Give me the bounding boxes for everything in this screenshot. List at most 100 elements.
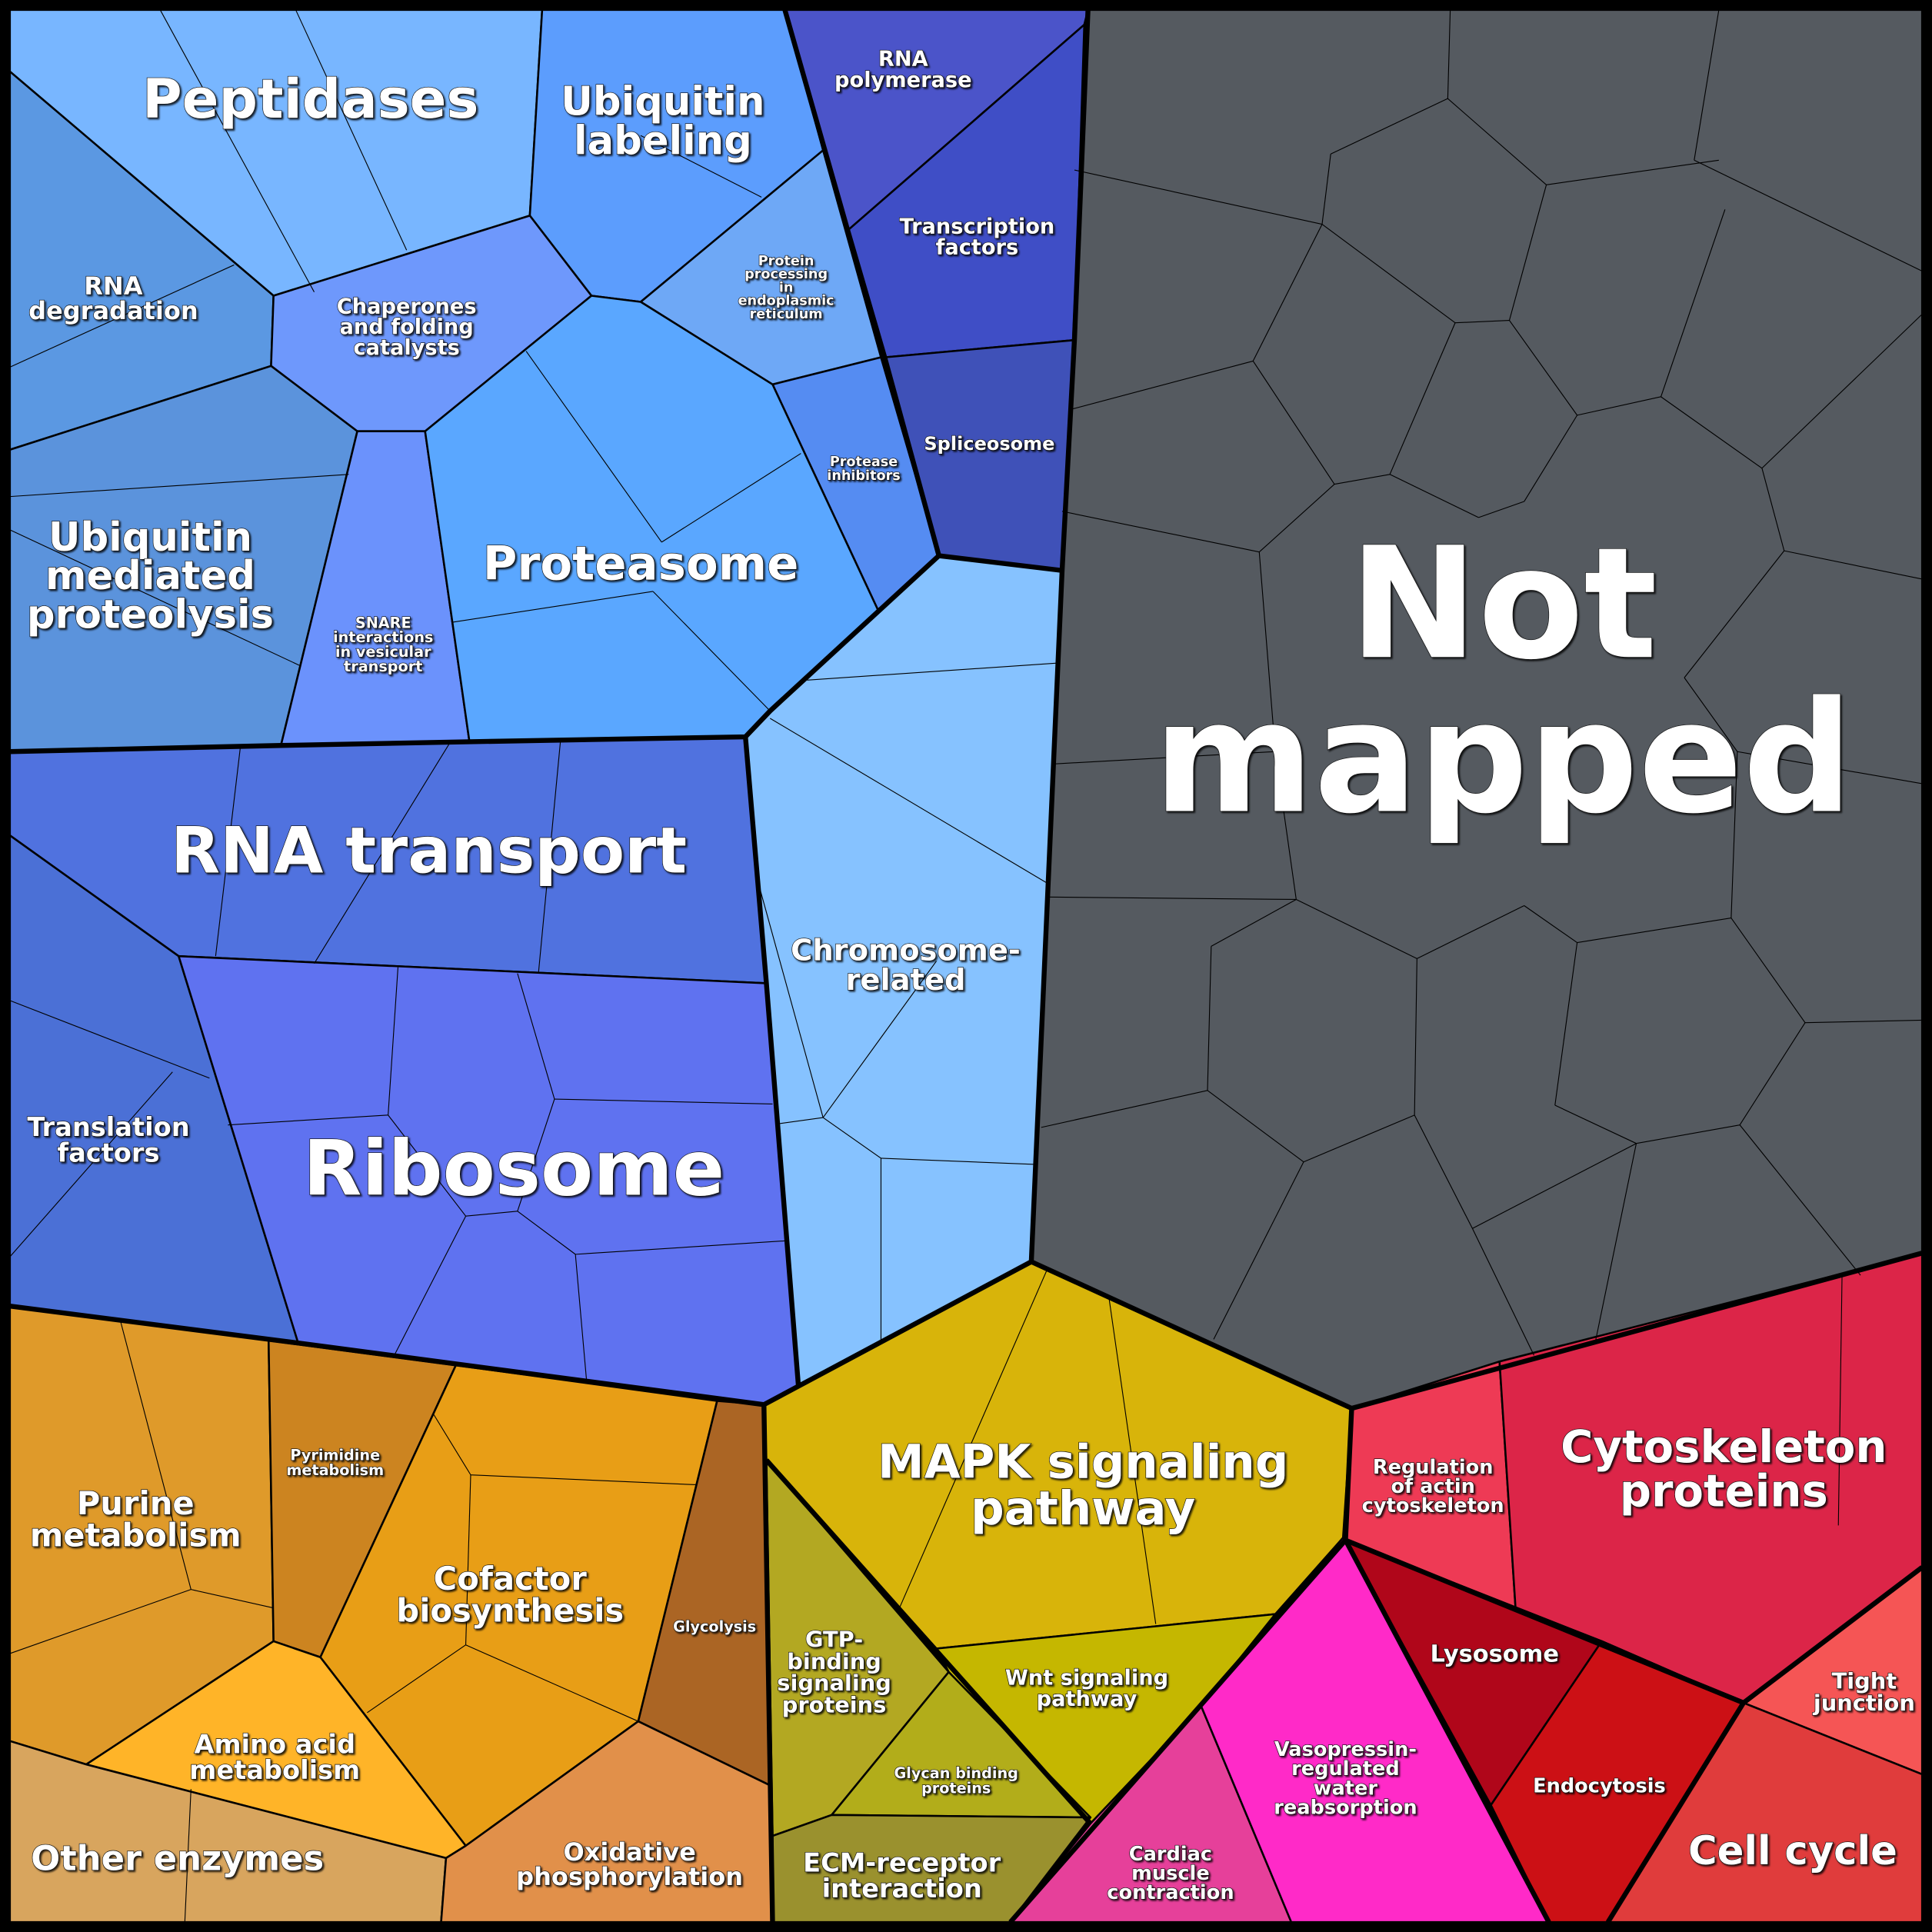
- subcell-edge: [538, 739, 561, 974]
- subcell-edge: [1108, 1297, 1157, 1624]
- label-line: RNA transport: [171, 814, 687, 888]
- label-line: Cardiac: [1129, 1843, 1212, 1866]
- subcell-edge: [554, 1098, 773, 1104]
- label-line: Peptidases: [142, 68, 478, 131]
- label-line: binding: [787, 1648, 881, 1674]
- subcell-edge: [451, 591, 654, 623]
- label-line: reticulum: [750, 307, 823, 322]
- subcell-edge: [1478, 501, 1524, 518]
- group-boundary: [9, 1303, 775, 1923]
- label-cofactor-biosynthesis: Cofactor biosynthesis: [396, 1560, 624, 1630]
- subcell-edge: [1252, 361, 1335, 485]
- subcell-edge: [295, 9, 408, 251]
- subcell-edge: [1061, 511, 1260, 553]
- label-line: related: [845, 963, 965, 998]
- subcell-edge: [1684, 550, 1785, 678]
- subcell-edge: [314, 742, 451, 964]
- label-line: of actin: [1391, 1475, 1474, 1498]
- label-line: pathway: [971, 1481, 1195, 1536]
- label-glycan-binding: Glycan binding proteins: [894, 1764, 1018, 1797]
- label-line: interaction: [822, 1874, 982, 1904]
- label-line: reabsorption: [1274, 1796, 1417, 1819]
- label-transcription-factors: Transcription factors: [900, 215, 1055, 260]
- subcell-edge: [1577, 396, 1661, 416]
- subcell-edge: [1730, 918, 1806, 1024]
- label-line: regulated: [1291, 1757, 1400, 1780]
- subcell-edge: [1804, 1019, 1923, 1024]
- subcell-edge: [394, 1215, 467, 1356]
- label-line: Ubiquitin: [561, 78, 764, 125]
- label-line: Glycolysis: [673, 1617, 756, 1635]
- subdivision-lines: [9, 9, 1923, 1923]
- subcell-edge: [1636, 1124, 1740, 1144]
- label-rna-polymerase: RNA polymerase: [834, 48, 972, 92]
- subcell-edge: [1053, 751, 1276, 764]
- subcell-edge: [1252, 224, 1323, 361]
- label-line: phosphorylation: [516, 1862, 743, 1891]
- label-line: and folding: [340, 315, 474, 339]
- label-line: in vesicular: [335, 643, 431, 661]
- group-boundary: [764, 1458, 1093, 1826]
- label-lysosome: Lysosome: [1431, 1641, 1560, 1668]
- subcell-edge: [1071, 360, 1254, 410]
- label-line: muscle: [1131, 1862, 1210, 1885]
- subcell-edge: [1684, 677, 1738, 752]
- label-line: Spliceosome: [924, 433, 1054, 455]
- subcell-edge: [1389, 474, 1479, 518]
- subcell-edge: [1661, 209, 1726, 398]
- label-line: catalysts: [353, 336, 459, 360]
- label-line: endoplasmic: [738, 294, 834, 309]
- label-regulation-actin: Regulation of actin cytoskeleton: [1362, 1456, 1504, 1517]
- subcell-edge: [517, 973, 555, 1100]
- label-line: Protein: [758, 254, 814, 269]
- label-line: biosynthesis: [396, 1591, 624, 1629]
- subcell-edge: [1414, 1114, 1473, 1229]
- subcell-edge: [367, 1644, 466, 1714]
- label-line: Glycan binding: [894, 1764, 1018, 1782]
- label-line: metabolism: [30, 1517, 242, 1554]
- label-line: GTP-: [805, 1627, 863, 1653]
- cells-layer: [8, 8, 1924, 1924]
- label-line: water: [1314, 1777, 1378, 1800]
- label-line: proteins: [1620, 1465, 1828, 1517]
- label-line: Chaperones: [337, 295, 477, 318]
- label-line: Proteasome: [483, 536, 799, 591]
- subcell-edge: [1837, 1275, 1843, 1526]
- label-line: proteolysis: [27, 591, 274, 638]
- group-boundary: [9, 553, 1063, 754]
- label-line: cytoskeleton: [1362, 1494, 1504, 1517]
- subcell-edge: [1414, 958, 1417, 1115]
- subcell-edge: [1330, 98, 1448, 155]
- subcell-edge: [184, 1789, 192, 1923]
- subcell-edge: [881, 1158, 1035, 1165]
- label-line: SNARE: [355, 614, 411, 631]
- subcell-edge: [9, 1071, 173, 1257]
- subcell-edge: [1661, 396, 1763, 469]
- subcell-edge: [228, 1114, 388, 1126]
- subcell-edge: [1694, 9, 1720, 161]
- label-line: RNA: [878, 48, 928, 72]
- subcell-edge: [1454, 319, 1510, 324]
- subcell-edge: [470, 1474, 697, 1486]
- label-line: interactions: [333, 628, 433, 646]
- label-chromosome-related: Chromosome-related: [791, 934, 1021, 998]
- label-vasopressin: Vasopressin-regulated water reabsorption: [1274, 1738, 1417, 1819]
- subcell-edge: [822, 961, 938, 1118]
- label-proteasome: Proteasome: [483, 536, 799, 591]
- label-endocytosis: Endocytosis: [1533, 1774, 1666, 1797]
- label-line: junction: [1813, 1690, 1915, 1716]
- subcell-edge: [1258, 484, 1335, 553]
- subcell-edge: [1739, 1022, 1806, 1125]
- subcell-edge: [1447, 9, 1451, 99]
- label-chaperones: Chaperones and folding catalysts: [337, 295, 477, 359]
- label-line: RNA: [84, 271, 142, 301]
- subcell-edge: [1508, 185, 1547, 321]
- label-line: Wnt signaling: [1005, 1667, 1168, 1690]
- subcell-edge: [1472, 1143, 1637, 1229]
- label-translation-factors: Translation factors: [27, 1112, 189, 1168]
- label-line: Lysosome: [1431, 1641, 1560, 1668]
- label-line: Chromosome-: [791, 934, 1021, 968]
- label-line: in: [779, 280, 794, 295]
